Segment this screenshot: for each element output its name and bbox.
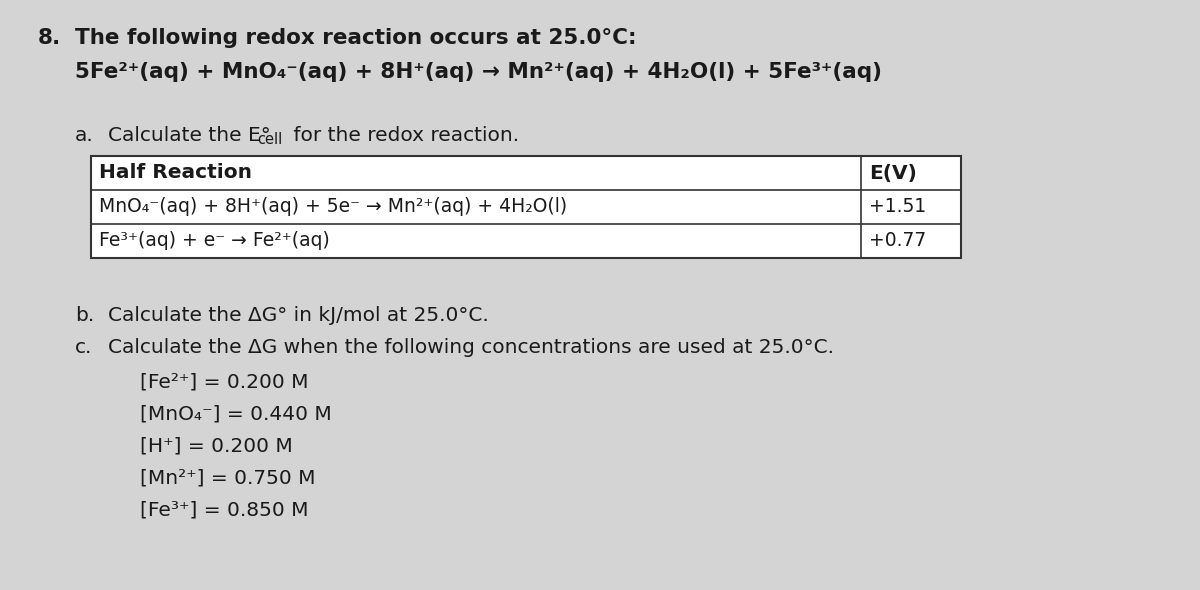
Text: 8.: 8. [38,28,61,48]
Bar [91,156,961,258]
Text: 5Fe²⁺(aq) + MnO₄⁻(aq) + 8H⁺(aq) → Mn²⁺(aq) + 4H₂O(l) + 5Fe³⁺(aq): 5Fe²⁺(aq) + MnO₄⁻(aq) + 8H⁺(aq) → Mn²⁺(a… [74,62,882,82]
Text: Half Reaction: Half Reaction [98,163,252,182]
Text: +0.77: +0.77 [869,231,926,251]
Text: The following redox reaction occurs at 25.0°C:: The following redox reaction occurs at 2… [74,28,636,48]
Text: [H⁺] = 0.200 M: [H⁺] = 0.200 M [140,436,293,455]
Text: Fe³⁺(aq) + e⁻ → Fe²⁺(aq): Fe³⁺(aq) + e⁻ → Fe²⁺(aq) [98,231,330,251]
Text: Calculate the E°: Calculate the E° [108,126,271,145]
Text: a.: a. [74,126,94,145]
Text: +1.51: +1.51 [869,198,926,217]
Text: cell: cell [257,132,282,147]
Text: [Fe²⁺] = 0.200 M: [Fe²⁺] = 0.200 M [140,372,308,391]
Text: [Fe³⁺] = 0.850 M: [Fe³⁺] = 0.850 M [140,500,308,519]
Text: [MnO₄⁻] = 0.440 M: [MnO₄⁻] = 0.440 M [140,404,331,423]
Text: E(V): E(V) [869,163,917,182]
Text: for the redox reaction.: for the redox reaction. [287,126,520,145]
Text: b.: b. [74,306,95,325]
Text: Calculate the ΔG when the following concentrations are used at 25.0°C.: Calculate the ΔG when the following conc… [108,338,834,357]
Text: MnO₄⁻(aq) + 8H⁺(aq) + 5e⁻ → Mn²⁺(aq) + 4H₂O(l): MnO₄⁻(aq) + 8H⁺(aq) + 5e⁻ → Mn²⁺(aq) + 4… [98,198,568,217]
Text: c.: c. [74,338,92,357]
Text: [Mn²⁺] = 0.750 M: [Mn²⁺] = 0.750 M [140,468,316,487]
Text: Calculate the ΔG° in kJ/mol at 25.0°C.: Calculate the ΔG° in kJ/mol at 25.0°C. [108,306,488,325]
